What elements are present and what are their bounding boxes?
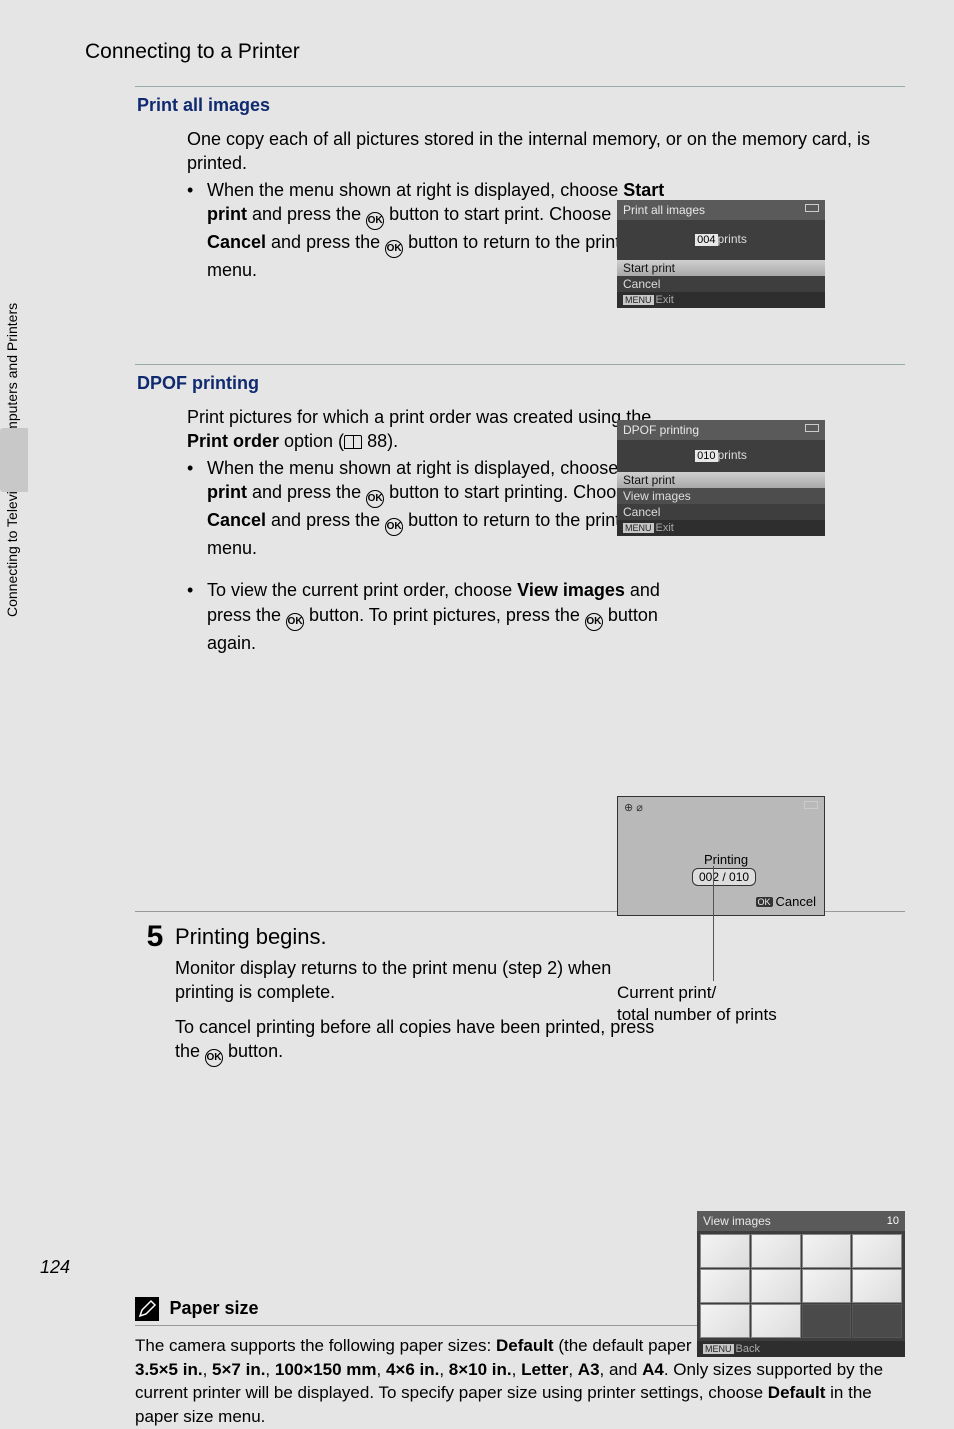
thumbnail [700,1269,750,1303]
thumbnail [852,1234,902,1268]
printing-progress: 002 / 010 [692,868,756,886]
ok-icon: OK [366,490,384,508]
page-number: 124 [40,1257,70,1278]
bullet-dot: • [187,178,207,283]
alert-pict-icon: ⊕ ⌀ [624,801,643,814]
lcd-printing: ⊕ ⌀ Printing 002 / 010 OKCancel [617,796,825,916]
lcd-title: View images10 [697,1211,905,1231]
battery-icon [805,204,819,212]
step-title: Printing begins. [175,924,675,950]
lcd-top-icons: ⊕ ⌀ [618,797,824,818]
lcd-dpof: DPOF printing 010prints Start print View… [617,420,825,536]
bullet-text: When the menu shown at right is displaye… [207,456,675,561]
ok-icon: OK [385,518,403,536]
battery-icon [804,801,818,809]
lcd-cancel-row: OKCancel [618,890,824,915]
lcd-body: Printing 002 / 010 [618,818,824,890]
lcd-option-view: View images [617,488,825,504]
thumbnail-empty [852,1304,902,1338]
lcd-option-cancel: Cancel [617,276,825,292]
s1-bullet1: • When the menu shown at right is displa… [187,178,675,283]
rule [135,364,905,365]
subhead-print-all: Print all images [135,91,905,119]
thumbnail [751,1304,801,1338]
step-5: 5 Printing begins. Monitor display retur… [135,920,905,1067]
bullet-dot: • [187,456,207,561]
bullet-dot: • [187,578,207,655]
sidebar-tab [0,428,28,492]
lcd4-caption: Current print/ total number of prints [617,982,777,1026]
s2-para: Print pictures for which a print order w… [187,405,675,454]
lcd-option-start: Start print [617,260,825,276]
ok-icon: OK [286,613,304,631]
step-number: 5 [135,920,175,1067]
thumbnail [802,1269,852,1303]
battery-icon [805,424,819,432]
thumbnail [700,1304,750,1338]
lcd-print-all: Print all images 004prints Start print C… [617,200,825,308]
lcd-count: 004prints [617,220,825,260]
ok-icon: OK [585,613,603,631]
thumbnail [751,1234,801,1268]
bullet-text: To view the current print order, choose … [207,578,675,655]
note-title: Paper size [169,1298,258,1319]
lcd-title: Print all images [617,200,825,220]
ok-icon: OK [385,240,403,258]
page: Connecting to a Printer Print all images… [55,40,915,1280]
thumbnail-empty [802,1304,852,1338]
printing-label: Printing [704,852,748,867]
thumbnail [802,1234,852,1268]
thumbnail [852,1269,902,1303]
s2-bullet2: • To view the current print order, choos… [187,578,675,655]
lcd-title: DPOF printing [617,420,825,440]
step-para1: Monitor display returns to the print men… [175,956,675,1005]
book-icon [344,435,362,449]
ok-icon: OK [205,1049,223,1067]
thumbnail [700,1234,750,1268]
step-para2: To cancel printing before all copies hav… [175,1015,675,1067]
s1-para: One copy each of all pictures stored in … [187,127,895,176]
content: Print all images One copy each of all pi… [135,86,905,1429]
lcd-option-start: Start print [617,472,825,488]
lcd-count: 010prints [617,440,825,472]
thumbnail [751,1269,801,1303]
lcd-footer: MENUExit [617,292,825,308]
s2-bullet1: • When the menu shown at right is displa… [187,456,675,561]
note-pencil-icon [135,1297,159,1321]
lcd-option-cancel: Cancel [617,504,825,520]
rule [135,86,905,87]
lcd-view-images: View images10 MENUBack [697,1211,905,1357]
thumbnail-grid [697,1231,905,1341]
bullet-text: When the menu shown at right is displaye… [207,178,675,283]
callout-line [713,866,714,981]
ok-icon: OK [366,212,384,230]
subhead-dpof: DPOF printing [135,369,905,397]
lcd-footer: MENUExit [617,520,825,536]
page-header: Connecting to a Printer [85,40,915,64]
lcd-footer: MENUBack [697,1341,905,1357]
